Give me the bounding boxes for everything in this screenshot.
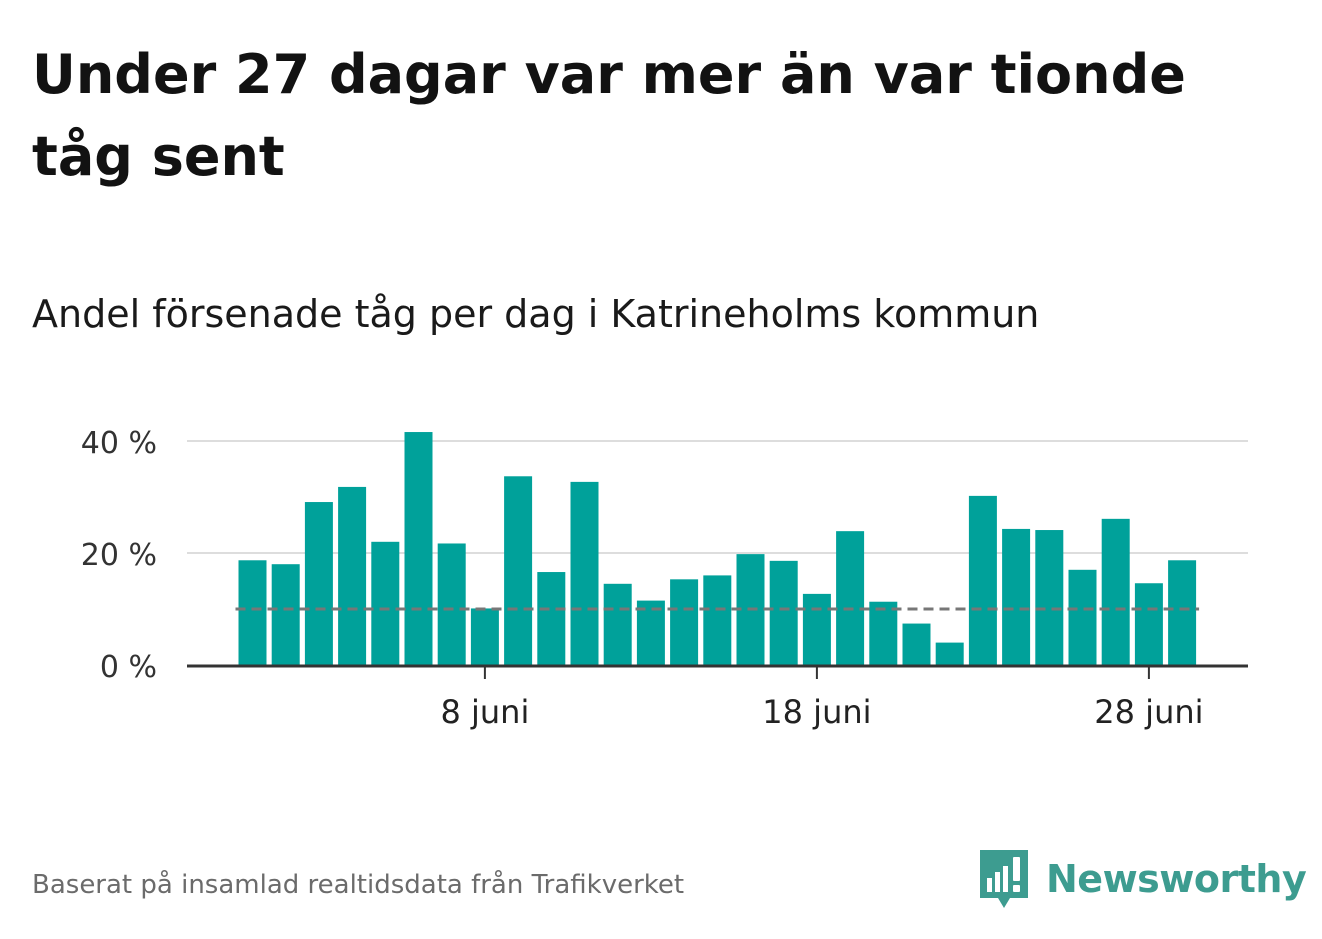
bar: [537, 572, 566, 665]
bar: [1002, 528, 1031, 665]
bars: [238, 432, 1197, 665]
bar: [869, 601, 898, 665]
chart-subtitle: Andel försenade tåg per dag i Katrinehol…: [32, 292, 1040, 336]
bar: [304, 502, 333, 665]
bar: [935, 642, 964, 665]
newsworthy-logo-icon: [980, 850, 1028, 908]
x-axis: 8 juni 18 juni 28 juni: [187, 664, 1248, 731]
bar: [603, 583, 632, 665]
bar: [338, 486, 367, 665]
y-tick-labels: 0 % 20 % 40 %: [81, 426, 157, 685]
x-tick-label: 8 juni: [440, 693, 529, 731]
y-tick-label: 0 %: [100, 650, 157, 685]
chart-title: Under 27 dagar var mer än var tionde tåg…: [32, 43, 1186, 188]
bar: [836, 531, 865, 665]
source-note: Baserat på insamlad realtidsdata från Tr…: [32, 870, 685, 900]
bar: [1101, 518, 1130, 665]
brand-name: Newsworthy: [1046, 857, 1307, 901]
bar: [769, 560, 798, 665]
bar: [1035, 530, 1064, 665]
bar: [437, 543, 466, 665]
x-tick-label: 18 juni: [762, 693, 871, 731]
bar: [570, 481, 599, 665]
bar: [1068, 569, 1097, 665]
bar: [470, 608, 499, 665]
bar: [1168, 560, 1197, 665]
bar: [703, 575, 732, 665]
bar: [271, 564, 300, 665]
y-tick-label: 40 %: [81, 426, 157, 461]
bar: [238, 560, 267, 665]
bar-chart: 0 % 20 % 40 % 8 juni 18 juni 28 juni: [81, 426, 1248, 731]
bar: [371, 541, 400, 665]
bar: [404, 432, 433, 665]
bar: [636, 600, 665, 665]
bar: [968, 495, 997, 665]
brand-logo: Newsworthy: [978, 848, 1307, 910]
bar: [670, 579, 699, 665]
bar: [802, 593, 831, 665]
y-tick-label: 20 %: [81, 538, 157, 573]
x-tick-label: 28 juni: [1094, 693, 1203, 731]
bar: [504, 476, 533, 665]
bar: [1134, 583, 1163, 665]
bar: [902, 623, 931, 665]
